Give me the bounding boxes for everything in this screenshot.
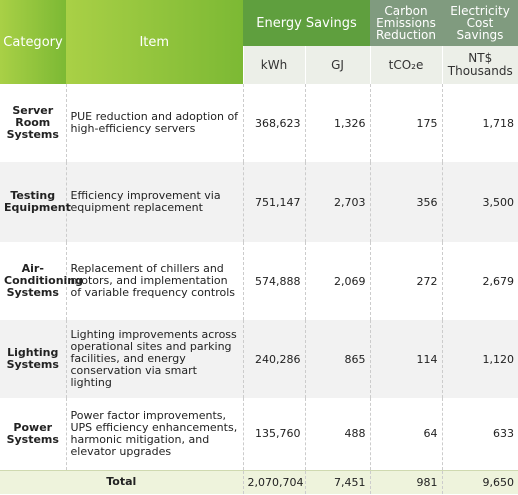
item-cell: PUE reduction and adoption of high-effic… — [65, 84, 243, 162]
category-cell: Air-Conditioning Systems — [4, 262, 83, 299]
item-cell: Power factor improvements, UPS efficienc… — [65, 398, 243, 470]
table-row: Server Room Systems PUE reduction and ado… — [0, 84, 518, 162]
category-cell: Server Room Systems — [6, 104, 59, 141]
table-row: Lighting Systems Lighting improvements ac… — [0, 320, 518, 398]
category-cell: Lighting Systems — [0, 320, 66, 398]
unit-header: tCO₂e — [369, 46, 442, 84]
total-label: Total — [0, 469, 243, 494]
value-cell: 1,120 — [441, 320, 518, 398]
value-cell: 633 — [441, 398, 518, 470]
value-cell: 272 — [369, 242, 442, 320]
item-header: Item — [66, 0, 243, 84]
total-value: 981 — [369, 469, 442, 494]
value-cell: 3,500 — [441, 162, 518, 242]
value-cell: 2,679 — [441, 242, 518, 320]
category-cell: Power Systems — [6, 420, 59, 446]
value-cell: 488 — [304, 398, 370, 470]
unit-header: GJ — [304, 46, 370, 84]
value-cell: 135,760 — [242, 398, 305, 470]
unit-header: NT$ Thousands — [441, 46, 518, 84]
item-cell: Replacement of chillers and motors, and … — [65, 242, 243, 320]
total-value: 7,451 — [304, 469, 370, 494]
value-cell: 175 — [369, 84, 442, 162]
unit-header: kWh — [242, 46, 305, 84]
total-value: 9,650 — [441, 469, 518, 494]
item-cell: Efficiency improvement via equipment rep… — [65, 162, 243, 242]
item-cell: Lighting improvements across operational… — [65, 320, 243, 398]
value-cell: 356 — [369, 162, 442, 242]
value-cell: 368,623 — [242, 84, 305, 162]
cost-header: Electricity Cost Savings — [442, 0, 518, 46]
table-row: Power Systems Power factor improvements, … — [0, 398, 518, 470]
table-row: Air-Conditioning Systems Replacement of c… — [0, 242, 518, 320]
total-value: 2,070,704 — [242, 469, 305, 494]
value-cell: 751,147 — [242, 162, 305, 242]
value-cell: 64 — [369, 398, 442, 470]
value-cell: 2,069 — [304, 242, 370, 320]
value-cell: 1,326 — [304, 84, 370, 162]
value-cell: 114 — [369, 320, 442, 398]
value-cell: 2,703 — [304, 162, 370, 242]
value-cell: 574,888 — [242, 242, 305, 320]
table-row: Testing Equipment Efficiency improvement … — [0, 162, 518, 242]
value-cell: 240,286 — [242, 320, 305, 398]
carbon-header: Carbon Emissions Reduction — [370, 0, 442, 46]
category-cell: Testing Equipment — [0, 162, 71, 242]
table-body: Server Room Systems PUE reduction and ado… — [0, 84, 518, 494]
category-header: Category — [0, 0, 66, 84]
energy-header: Energy Savings — [243, 0, 370, 46]
total-row: Total 2,070,704 7,451 981 9,650 — [0, 469, 518, 494]
value-cell: 865 — [304, 320, 370, 398]
value-cell: 1,718 — [441, 84, 518, 162]
